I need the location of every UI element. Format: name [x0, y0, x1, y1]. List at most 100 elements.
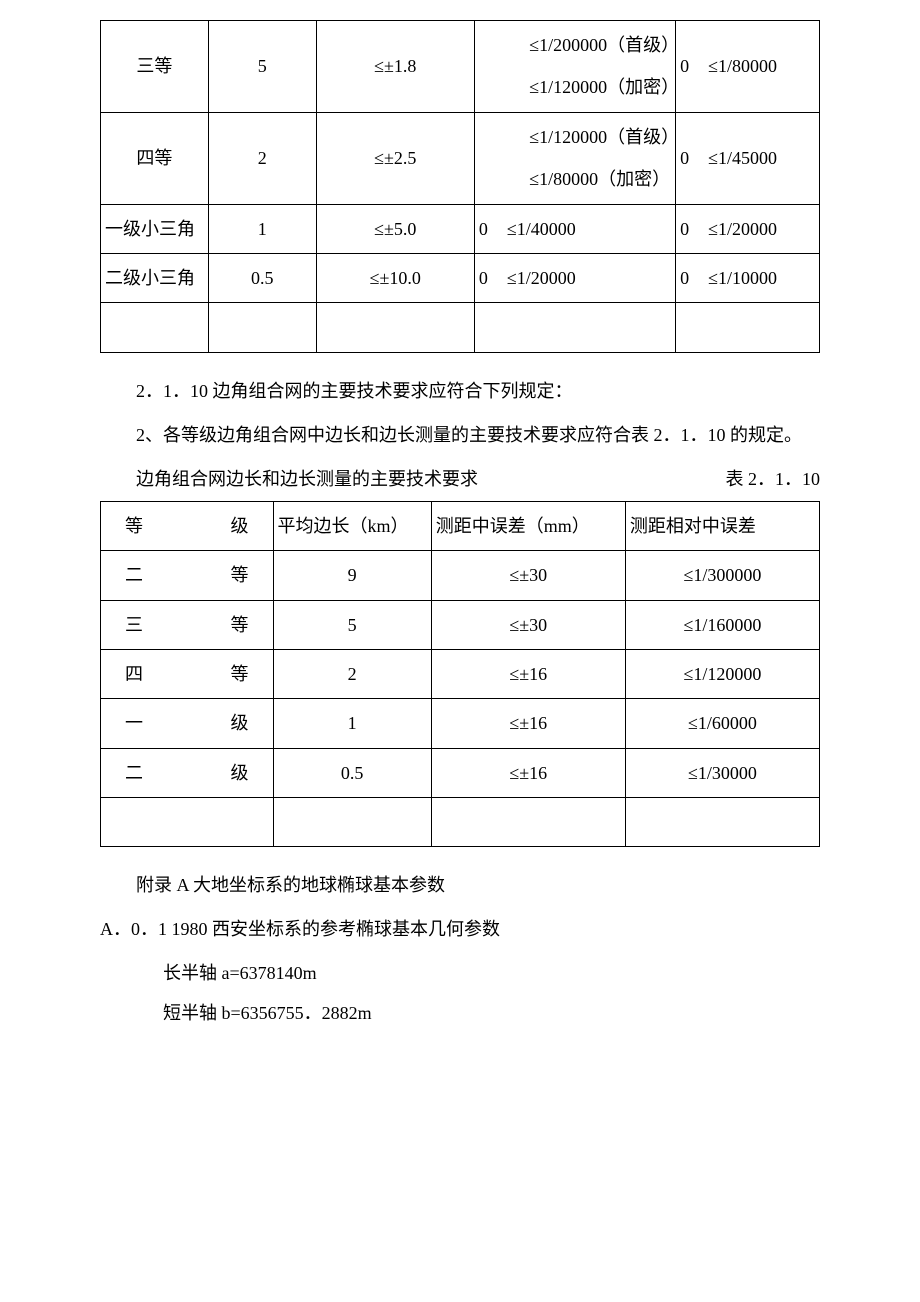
caption-title: 边角组合网边长和边长测量的主要技术要求 [100, 461, 478, 497]
grade-b: 级 [231, 707, 249, 739]
grade-cell: 二级小三角 [101, 253, 209, 302]
rel-mid-val: ≤1/20000 [507, 262, 671, 294]
rel-mid-b: ≤1/80000（加密） [479, 163, 671, 195]
grade-a: 二 [125, 559, 143, 591]
avg-length-cell: 2 [273, 649, 431, 698]
avg-length-cell: 1 [273, 699, 431, 748]
avg-length-cell: 5 [208, 21, 316, 113]
grade-cell: 二级 [101, 748, 274, 797]
dist-rel-mid-err-cell: ≤1/160000 [625, 600, 819, 649]
caption-table-number: 表 2．1．10 [726, 461, 821, 497]
appendix-a-title: 附录 A 大地坐标系的地球椭球基本参数 [100, 867, 820, 903]
table-row-empty [101, 303, 820, 352]
grade-b: 级 [231, 757, 249, 789]
table-row-empty [101, 798, 820, 847]
grade-a: 二 [125, 757, 143, 789]
empty-cell [316, 303, 474, 352]
weak-val: ≤1/45000 [708, 142, 815, 174]
weak-edge-cell: 0 ≤1/10000 [676, 253, 820, 302]
header-grade: 等 级 [101, 501, 274, 550]
table-row: 四等 2 ≤±16 ≤1/120000 [101, 649, 820, 698]
grade-a: 四 [125, 658, 143, 690]
mid-error-cell: ≤±2.5 [316, 112, 474, 204]
grade-b: 等 [231, 658, 249, 690]
weak-edge-cell: 0 ≤1/20000 [676, 204, 820, 253]
grade-cell: 三等 [101, 600, 274, 649]
empty-cell [431, 798, 625, 847]
header-dist-mid-err: 测距中误差（mm） [431, 501, 625, 550]
paragraph-2-1-10: 2．1．10 边角组合网的主要技术要求应符合下列规定： [100, 373, 820, 409]
weak-edge-cell: 0 ≤1/45000 [676, 112, 820, 204]
table-row: 二级小三角 0.5 ≤±10.0 0 ≤1/20000 0 ≤1/10000 [101, 253, 820, 302]
weak-val: ≤1/10000 [708, 262, 815, 294]
avg-length-cell: 2 [208, 112, 316, 204]
rel-mid-error-cell: 0 ≤1/40000 [474, 204, 675, 253]
dist-mid-err-cell: ≤±16 [431, 649, 625, 698]
avg-length-cell: 0.5 [208, 253, 316, 302]
empty-cell [625, 798, 819, 847]
avg-length-cell: 5 [273, 600, 431, 649]
rel-mid-pad: 0 [479, 213, 507, 245]
dist-rel-mid-err-cell: ≤1/300000 [625, 551, 819, 600]
header-grade-b: 级 [231, 510, 249, 542]
header-dist-rel-mid-err: 测距相对中误差 [625, 501, 819, 550]
grade-label: 一级小三角 [105, 219, 195, 239]
semi-major-axis: 长半轴 a=6378140m [100, 955, 820, 991]
weak-val: ≤1/20000 [708, 213, 815, 245]
empty-cell [676, 303, 820, 352]
grade-b: 等 [231, 609, 249, 641]
empty-cell [208, 303, 316, 352]
weak-val: ≤1/80000 [708, 50, 815, 82]
rel-mid-b: ≤1/120000（加密） [479, 71, 671, 103]
grade-b: 等 [231, 559, 249, 591]
rel-mid-a: ≤1/200000（首级） [479, 29, 671, 61]
avg-length-cell: 1 [208, 204, 316, 253]
avg-length-cell: 9 [273, 551, 431, 600]
grade-cell: 二等 [101, 551, 274, 600]
weak-edge-cell: 0 ≤1/80000 [676, 21, 820, 113]
semi-minor-axis: 短半轴 b=6356755．2882m [100, 995, 820, 1031]
empty-cell [101, 798, 274, 847]
table-row: 二等 9 ≤±30 ≤1/300000 [101, 551, 820, 600]
dist-rel-mid-err-cell: ≤1/30000 [625, 748, 819, 797]
dist-mid-err-cell: ≤±30 [431, 551, 625, 600]
rel-mid-error-cell: 0 ≤1/20000 [474, 253, 675, 302]
table-row: 一级小三角 1 ≤±5.0 0 ≤1/40000 0 ≤1/20000 [101, 204, 820, 253]
mid-error-cell: ≤±1.8 [316, 21, 474, 113]
grade-cell: 三等 [101, 21, 209, 113]
header-grade-a: 等 [125, 510, 143, 542]
mid-error-cell: ≤±5.0 [316, 204, 474, 253]
grade-a: 一 [125, 707, 143, 739]
rel-mid-pad: 0 [479, 262, 507, 294]
edge-angle-spec-table: 等 级 平均边长（km） 测距中误差（mm） 测距相对中误差 二等 9 ≤±30… [100, 501, 820, 848]
grade-cell: 一级小三角 [101, 204, 209, 253]
grade-cell: 一级 [101, 699, 274, 748]
mid-error-cell: ≤±10.0 [316, 253, 474, 302]
weak-pad: 0 [680, 50, 708, 82]
dist-mid-err-cell: ≤±30 [431, 600, 625, 649]
weak-pad: 0 [680, 262, 708, 294]
empty-cell [474, 303, 675, 352]
rel-mid-error-cell: ≤1/120000（首级） ≤1/80000（加密） [474, 112, 675, 204]
header-avg-length-label: 平均边长（km） [278, 516, 409, 536]
weak-pad: 0 [680, 142, 708, 174]
grade-cell: 四等 [101, 649, 274, 698]
rel-mid-a: ≤1/120000（首级） [479, 121, 671, 153]
header-avg-length: 平均边长（km） [273, 501, 431, 550]
grade-a: 三 [125, 609, 143, 641]
appendix-a-0-1: A．0．1 1980 西安坐标系的参考椭球基本几何参数 [100, 911, 820, 947]
avg-length-cell: 0.5 [273, 748, 431, 797]
grade-label: 二级小三角 [105, 268, 195, 288]
header-dist-rel-mid-err-label: 测距相对中误差 [630, 516, 756, 536]
dist-mid-err-cell: ≤±16 [431, 748, 625, 797]
dist-mid-err-cell: ≤±16 [431, 699, 625, 748]
weak-pad: 0 [680, 213, 708, 245]
grade-cell: 四等 [101, 112, 209, 204]
rel-mid-error-cell: ≤1/200000（首级） ≤1/120000（加密） [474, 21, 675, 113]
rel-mid-val: ≤1/40000 [507, 213, 671, 245]
triangulation-spec-table: 三等 5 ≤±1.8 ≤1/200000（首级） ≤1/120000（加密） 0… [100, 20, 820, 353]
table-header-row: 等 级 平均边长（km） 测距中误差（mm） 测距相对中误差 [101, 501, 820, 550]
empty-cell [101, 303, 209, 352]
table-row: 四等 2 ≤±2.5 ≤1/120000（首级） ≤1/80000（加密） 0 … [101, 112, 820, 204]
table-row: 三等 5 ≤±1.8 ≤1/200000（首级） ≤1/120000（加密） 0… [101, 21, 820, 113]
